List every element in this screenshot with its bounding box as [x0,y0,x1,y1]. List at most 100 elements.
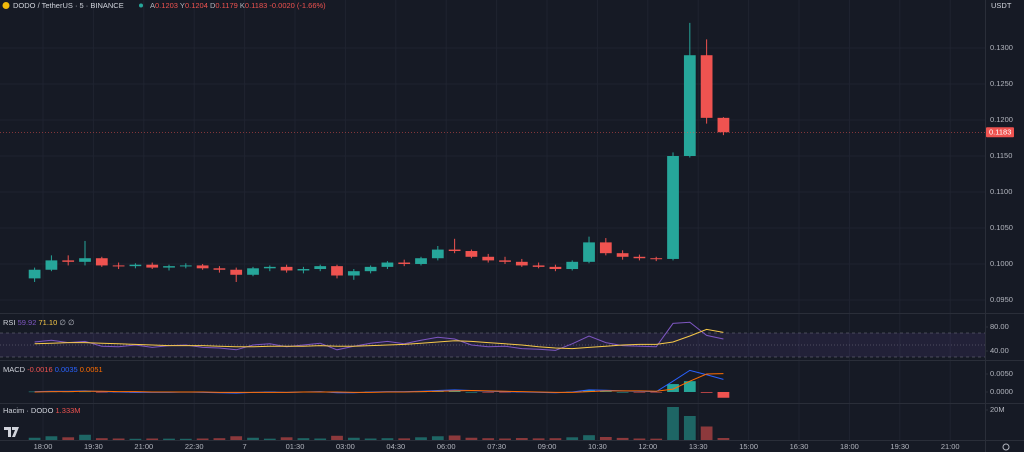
legend-value: 0.1203 [155,1,178,10]
volume-bar [381,438,394,440]
candle-body [146,264,159,268]
y-tick-label: 0.1250 [990,79,1013,88]
candle-body [683,55,696,157]
y-tick-label: 0.1050 [990,223,1013,232]
x-tick-label: 7 [243,442,247,451]
quote-currency[interactable]: USDT [991,1,1012,10]
macd-histogram-bar [79,391,91,393]
legend-value: 0.1204 [185,1,208,10]
settings-icon[interactable] [1002,443,1010,451]
ohlc-legend: A0.1203 Y0.1204 D0.1179 K0.1183 -0.0020 … [150,1,326,10]
volume-bar [633,438,646,440]
change: -0.0020 (-1.66%) [269,1,326,10]
x-tick-label: 10:30 [588,442,607,451]
candle-body [112,265,125,267]
macd-histogram-bar [583,390,595,392]
candle-body [633,256,646,259]
candle-body [583,242,595,262]
volume-bar [297,438,310,440]
volume-bar [650,438,663,440]
volume-bar [280,437,293,440]
volume-bar [599,437,612,440]
volume-bar [566,437,579,440]
volume-bar [314,438,327,440]
candle-body [398,262,411,264]
volume-bar [196,438,209,440]
x-tick-label: 06:00 [437,442,456,451]
y-tick-label: 80.00 [990,322,1009,331]
volume-bar [431,436,444,440]
x-tick-label: 15:00 [739,442,758,451]
x-tick-label: 21:00 [134,442,153,451]
y-tick-label: 20M [990,405,1005,414]
x-tick-label: 19:30 [84,442,103,451]
volume-bar [398,438,411,440]
volume-bar [499,438,511,440]
candle-body [700,55,713,118]
candle-body [247,268,259,275]
candle-body [314,266,327,270]
candle-body [45,260,58,270]
x-tick-label: 21:00 [941,442,960,451]
volume-bar [163,438,175,440]
volume-bar [28,437,41,440]
x-tick-label: 09:00 [538,442,557,451]
legend-key: A [150,1,155,10]
candle-body [347,271,360,276]
candle-body [280,266,293,271]
macd-value: 0.0035 [55,365,78,374]
candle-body [331,266,343,276]
macd-histogram-bar [650,391,663,393]
macd-line [34,373,724,393]
volume-bar [482,438,495,440]
candle-body [196,265,209,269]
y-tick-label: 40.00 [990,346,1009,355]
marks [0,22,1014,440]
candle-body [179,265,192,267]
candle-body [213,268,226,270]
x-tick-label: 16:30 [790,442,809,451]
volume-bar [700,426,713,440]
labels: 18:00 19:30 21:00 22:30 7 01:30 03:00 04:30 06:0… [34,43,1013,451]
candle-body [616,253,629,257]
volume-bar [415,437,427,440]
volume-bar [683,416,696,440]
volume-bar [465,437,478,440]
legend-key: K [240,1,245,10]
candle-body [79,258,91,262]
macd-histogram-bar [667,384,679,392]
candle-body [532,265,545,267]
logo[interactable] [4,427,19,437]
x-tick-label: 18:00 [840,442,859,451]
macd-histogram-bar [633,391,646,393]
legend-value: 0.1183 [245,1,267,10]
volume-bar [129,438,142,440]
candle-body [431,249,444,259]
candle-body [667,156,679,259]
candle-body [549,266,562,270]
x-tick-label: 19:30 [890,442,909,451]
volume-bar [179,438,192,440]
candle-body [95,258,108,266]
candle-body [566,261,579,270]
macd-histogram-bar [616,391,629,393]
candle-body [129,264,142,267]
y-tick-label: 0.0950 [990,295,1013,304]
volume-bar [515,438,528,440]
grid [0,0,988,440]
candle-body [364,266,377,272]
y-tick-label: 0.1200 [990,115,1013,124]
last-price-tag [986,127,1014,138]
macd-histogram-bar [717,391,730,398]
volume-bar [146,438,159,440]
volume-bar [549,438,562,440]
last-price-label: 0.1183 [989,128,1011,137]
candle-body [717,117,730,133]
candle-body [448,249,461,252]
volume-bar [532,438,545,440]
x-tick-label: 01:30 [286,442,305,451]
volume-bar [230,436,243,440]
candle-body [381,262,394,267]
